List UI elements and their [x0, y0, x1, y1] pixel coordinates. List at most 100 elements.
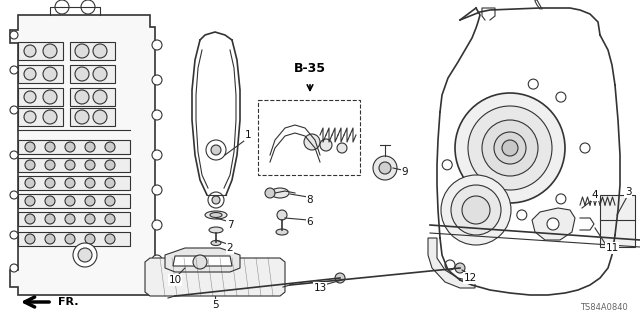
Bar [70, 42, 115, 60]
Text: 9: 9 [402, 167, 408, 177]
Circle shape [85, 178, 95, 188]
Circle shape [455, 263, 465, 273]
Circle shape [517, 210, 527, 220]
Bar [600, 195, 635, 247]
Ellipse shape [271, 188, 289, 198]
Circle shape [10, 106, 18, 114]
Circle shape [208, 192, 224, 208]
Circle shape [45, 178, 55, 188]
Circle shape [337, 143, 347, 153]
Polygon shape [145, 258, 285, 296]
Circle shape [445, 260, 455, 270]
Text: 6: 6 [307, 217, 314, 227]
Circle shape [152, 40, 162, 50]
Text: TS84A0840: TS84A0840 [580, 303, 628, 312]
Circle shape [10, 264, 18, 272]
Circle shape [85, 142, 95, 152]
Circle shape [105, 142, 115, 152]
Circle shape [25, 160, 35, 170]
Circle shape [25, 178, 35, 188]
Text: 11: 11 [605, 243, 619, 253]
Polygon shape [532, 208, 575, 240]
Bar [18, 212, 130, 226]
Polygon shape [428, 238, 475, 288]
Circle shape [379, 162, 391, 174]
Circle shape [10, 31, 18, 39]
Circle shape [78, 248, 92, 262]
Circle shape [75, 44, 89, 58]
Polygon shape [165, 248, 240, 272]
Circle shape [482, 120, 538, 176]
Circle shape [75, 110, 89, 124]
Text: 12: 12 [463, 273, 477, 283]
Text: 5: 5 [212, 300, 218, 310]
Circle shape [277, 210, 287, 220]
Circle shape [81, 0, 95, 14]
Circle shape [85, 160, 95, 170]
Circle shape [85, 234, 95, 244]
Ellipse shape [209, 227, 223, 233]
Circle shape [494, 132, 526, 164]
Circle shape [556, 92, 566, 102]
Circle shape [65, 142, 75, 152]
Bar [18, 140, 130, 154]
Circle shape [45, 160, 55, 170]
Text: 4: 4 [592, 190, 598, 200]
Circle shape [211, 145, 221, 155]
Circle shape [442, 160, 452, 170]
Circle shape [10, 231, 18, 239]
Polygon shape [10, 15, 155, 295]
Circle shape [10, 151, 18, 159]
Circle shape [55, 0, 69, 14]
Ellipse shape [211, 241, 221, 245]
Circle shape [105, 160, 115, 170]
Circle shape [451, 185, 501, 235]
Bar [18, 42, 63, 60]
Circle shape [24, 45, 36, 57]
Circle shape [304, 134, 320, 150]
Circle shape [93, 67, 107, 81]
Circle shape [43, 67, 57, 81]
Bar [18, 108, 63, 126]
Circle shape [43, 110, 57, 124]
Circle shape [75, 90, 89, 104]
Circle shape [10, 66, 18, 74]
Bar [70, 88, 115, 106]
Circle shape [93, 110, 107, 124]
Bar [70, 65, 115, 83]
Circle shape [75, 67, 89, 81]
Circle shape [152, 110, 162, 120]
Circle shape [65, 214, 75, 224]
Circle shape [502, 140, 518, 156]
Circle shape [25, 214, 35, 224]
Circle shape [468, 106, 552, 190]
Circle shape [373, 156, 397, 180]
Circle shape [441, 175, 511, 245]
Bar [18, 232, 130, 246]
Bar [18, 65, 63, 83]
Circle shape [556, 194, 566, 204]
Circle shape [105, 178, 115, 188]
Circle shape [10, 191, 18, 199]
Circle shape [93, 44, 107, 58]
Circle shape [105, 196, 115, 206]
Ellipse shape [210, 212, 222, 218]
Circle shape [45, 142, 55, 152]
Ellipse shape [205, 211, 227, 219]
Circle shape [85, 214, 95, 224]
Bar [18, 176, 130, 190]
Circle shape [43, 44, 57, 58]
Text: 7: 7 [227, 220, 234, 230]
Circle shape [65, 196, 75, 206]
Bar [18, 194, 130, 208]
Circle shape [152, 185, 162, 195]
Circle shape [24, 91, 36, 103]
Circle shape [320, 139, 332, 151]
Circle shape [265, 188, 275, 198]
Circle shape [152, 150, 162, 160]
Text: B-35: B-35 [294, 61, 326, 75]
Circle shape [85, 196, 95, 206]
Circle shape [455, 93, 565, 203]
Circle shape [45, 234, 55, 244]
Circle shape [65, 160, 75, 170]
